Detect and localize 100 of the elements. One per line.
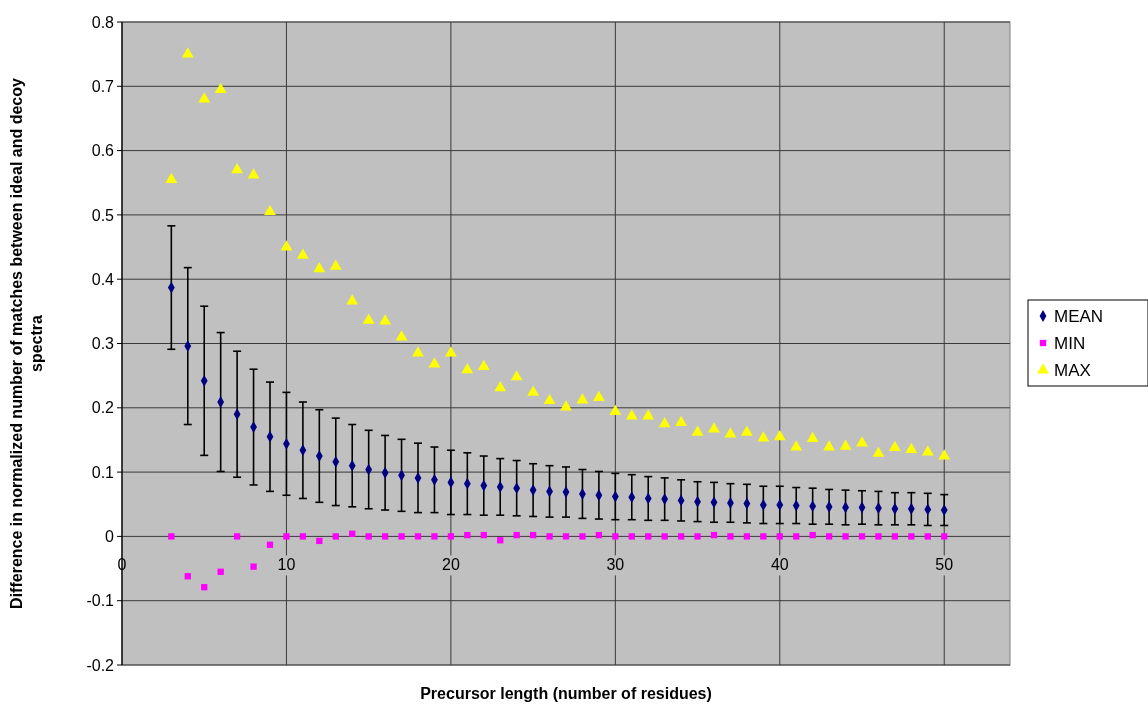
point bbox=[365, 533, 372, 540]
point bbox=[529, 531, 537, 539]
point bbox=[595, 531, 603, 539]
point bbox=[921, 445, 934, 456]
point bbox=[329, 259, 342, 270]
point bbox=[612, 533, 619, 540]
y-tick-label: 0.6 bbox=[91, 142, 115, 160]
point bbox=[379, 314, 391, 325]
legend-label: MEAN bbox=[1054, 306, 1104, 326]
point bbox=[908, 533, 915, 540]
point bbox=[349, 530, 356, 537]
point bbox=[527, 385, 539, 396]
point bbox=[283, 533, 290, 540]
point bbox=[609, 404, 622, 416]
point bbox=[297, 248, 309, 259]
y-tick-label: 0 bbox=[105, 528, 115, 545]
point bbox=[691, 425, 704, 436]
y-axis-title: Difference in normalized number of matches between ideal and decoy spectra bbox=[8, 78, 45, 609]
x-axis-title: Precursor length (number of residues) bbox=[420, 685, 712, 702]
point bbox=[593, 390, 605, 401]
point bbox=[872, 446, 885, 457]
point bbox=[250, 563, 257, 570]
point bbox=[445, 346, 457, 357]
point bbox=[776, 533, 783, 540]
y-tick-label: 0.4 bbox=[91, 270, 115, 288]
point bbox=[806, 431, 819, 443]
point bbox=[560, 400, 572, 411]
point bbox=[184, 573, 191, 580]
point bbox=[217, 568, 224, 575]
point bbox=[247, 168, 260, 179]
y-tick-label: 0.5 bbox=[91, 206, 115, 224]
point bbox=[362, 313, 375, 324]
point bbox=[938, 449, 951, 460]
point bbox=[658, 417, 671, 428]
point bbox=[760, 533, 767, 540]
point bbox=[264, 204, 276, 216]
point bbox=[889, 440, 901, 452]
point bbox=[497, 537, 504, 544]
point bbox=[412, 346, 424, 357]
point bbox=[891, 533, 899, 540]
x-tick-label: 30 bbox=[606, 556, 625, 574]
point bbox=[757, 431, 770, 442]
point bbox=[727, 533, 734, 540]
point bbox=[332, 533, 339, 540]
point bbox=[579, 533, 586, 540]
point bbox=[543, 393, 556, 405]
point bbox=[576, 393, 589, 404]
point bbox=[346, 294, 359, 305]
y-tick-label: 0.1 bbox=[91, 463, 115, 481]
point bbox=[924, 533, 931, 540]
point bbox=[395, 330, 408, 341]
point bbox=[233, 533, 241, 540]
point bbox=[710, 531, 718, 539]
point bbox=[316, 537, 323, 545]
point bbox=[280, 240, 293, 251]
point bbox=[694, 533, 701, 540]
point bbox=[231, 163, 243, 174]
point bbox=[494, 381, 507, 392]
point bbox=[675, 415, 687, 426]
y-tick-label: 0.3 bbox=[91, 335, 115, 353]
point bbox=[181, 47, 194, 58]
point bbox=[823, 440, 835, 451]
point bbox=[513, 531, 520, 539]
point bbox=[858, 533, 866, 540]
point bbox=[625, 409, 638, 420]
point bbox=[839, 439, 852, 450]
point bbox=[856, 436, 868, 447]
point bbox=[299, 533, 307, 540]
point bbox=[941, 533, 948, 540]
point bbox=[165, 172, 178, 183]
y-tick-label: -0.2 bbox=[86, 656, 115, 674]
x-tick-label: 50 bbox=[935, 556, 954, 574]
point bbox=[168, 533, 175, 540]
point bbox=[741, 425, 753, 436]
y-tick-label: -0.1 bbox=[86, 592, 115, 610]
point bbox=[201, 584, 208, 591]
point bbox=[461, 363, 474, 374]
point bbox=[905, 442, 918, 453]
point bbox=[398, 533, 405, 540]
point bbox=[773, 429, 786, 441]
point bbox=[628, 533, 635, 540]
point bbox=[414, 533, 422, 540]
point bbox=[562, 533, 570, 540]
point bbox=[428, 357, 441, 368]
y-tick-label: 0.7 bbox=[91, 77, 115, 95]
point bbox=[842, 533, 849, 540]
point bbox=[743, 533, 751, 540]
point bbox=[790, 440, 803, 451]
point bbox=[510, 370, 523, 381]
y-tick-label: 0.8 bbox=[91, 13, 115, 31]
point bbox=[645, 533, 652, 540]
legend-label: MIN bbox=[1054, 333, 1086, 353]
x-tick-label: 20 bbox=[441, 556, 460, 574]
point bbox=[480, 531, 487, 539]
y-tick-label: 0.2 bbox=[91, 399, 115, 417]
point bbox=[431, 533, 438, 540]
x-tick-label: 10 bbox=[277, 556, 296, 574]
point bbox=[875, 533, 882, 540]
point bbox=[724, 427, 737, 438]
point bbox=[546, 533, 553, 540]
